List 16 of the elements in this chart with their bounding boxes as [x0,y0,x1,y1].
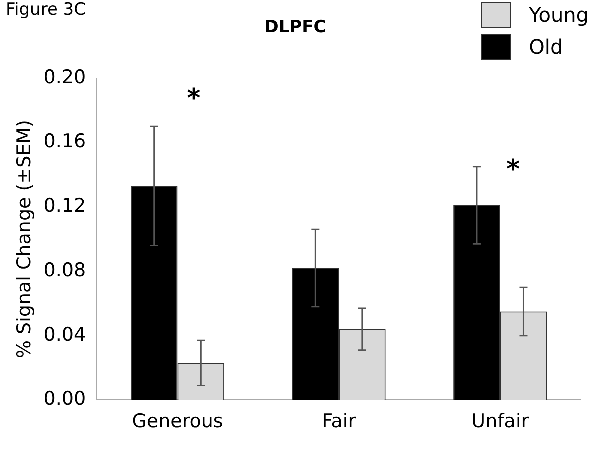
x-tick-label: Unfair [472,410,530,433]
x-tick-label: Fair [322,410,356,433]
y-tick-label: 0.20 [44,66,86,88]
x-tick-label: Generous [132,410,224,433]
annotation: * [187,84,201,114]
annotation: * [506,154,520,185]
y-tick-label: 0.04 [44,324,86,346]
y-tick-label: 0.16 [44,130,86,153]
y-tick-label: 0.12 [44,195,86,218]
y-tick-label: 0.08 [44,259,86,282]
caption: Figure 3C [6,0,86,20]
legend-label: Young [529,2,589,28]
y-tick-label: 0.00 [44,388,86,410]
chart-title: DLPFC [264,18,326,38]
y-axis-title: % Signal Change (±SEM) [13,120,36,359]
legend-label: Old [529,34,564,60]
